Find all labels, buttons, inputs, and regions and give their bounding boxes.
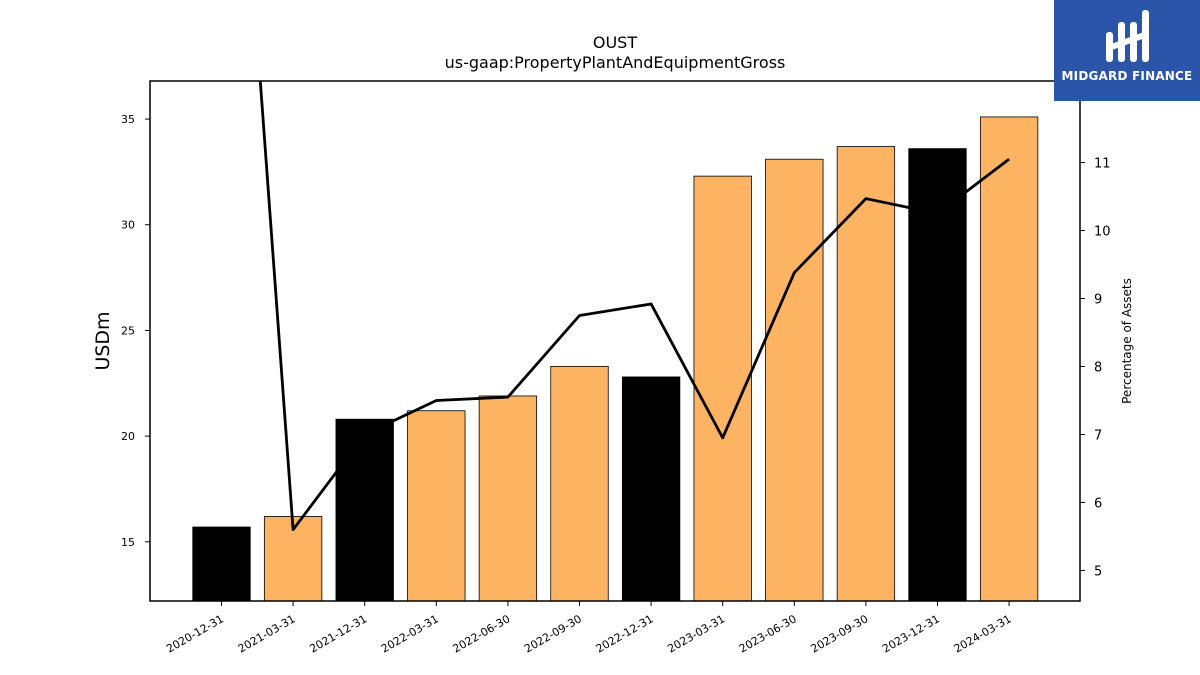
x-tick-label: 2022-12-31 — [594, 612, 656, 655]
bar — [621, 376, 681, 601]
y-tick-label: 30 — [121, 219, 135, 232]
x-tick-label: 2023-12-31 — [880, 612, 942, 655]
y2-axis-label: Percentage of Assets — [1120, 278, 1134, 404]
y2-tick-label: 11 — [1094, 157, 1111, 172]
y2-tick-label: 7 — [1094, 428, 1102, 443]
bar — [693, 175, 752, 601]
bar — [979, 116, 1039, 601]
x-tick-label: 2023-03-31 — [665, 612, 727, 655]
y-tick-label: 35 — [121, 113, 135, 126]
chart-subtitle: us-gaap:PropertyPlantAndEquipmentGross — [445, 53, 786, 72]
x-tick-label: 2021-03-31 — [236, 612, 298, 655]
x-tick-label: 2023-06-30 — [737, 612, 799, 655]
logo-text: MIDGARD FINANCE — [1061, 69, 1193, 83]
x-tick-label: 2021-12-31 — [307, 612, 369, 655]
x-tick-label: 2022-06-30 — [451, 612, 513, 655]
x-tick-label: 2022-03-31 — [379, 612, 441, 655]
y2-tick-label: 5 — [1094, 564, 1102, 579]
y2-tick-label: 10 — [1094, 225, 1111, 240]
x-tick-label: 2023-09-30 — [809, 612, 871, 655]
plot-content — [192, 81, 1039, 601]
line-series — [258, 81, 1010, 532]
bar — [836, 146, 896, 601]
bar — [192, 526, 251, 601]
bar — [550, 365, 609, 601]
x-tick-label: 2020-12-31 — [164, 612, 226, 655]
y-tick-label: 15 — [121, 536, 135, 549]
bar — [765, 158, 824, 601]
plot-frame — [149, 80, 1081, 602]
y2-tick-label: 9 — [1094, 293, 1102, 308]
y2-tick-label: 8 — [1094, 360, 1102, 375]
midgard-finance-logo: MIDGARD FINANCE — [1054, 0, 1200, 101]
x-tick-label: 2024-03-31 — [952, 612, 1014, 655]
bar — [908, 148, 967, 601]
chart-title: OUST — [593, 33, 637, 52]
x-tick-label: 2022-09-30 — [522, 612, 584, 655]
y2-tick-label: 6 — [1094, 496, 1102, 511]
y-tick-label: 20 — [121, 430, 135, 443]
bar — [478, 395, 538, 601]
y-tick-label: 25 — [121, 324, 135, 337]
midgard-logo-icon — [1106, 10, 1149, 62]
y-axis-label: USDm — [92, 311, 114, 370]
bar — [335, 418, 394, 601]
bar — [407, 410, 466, 601]
